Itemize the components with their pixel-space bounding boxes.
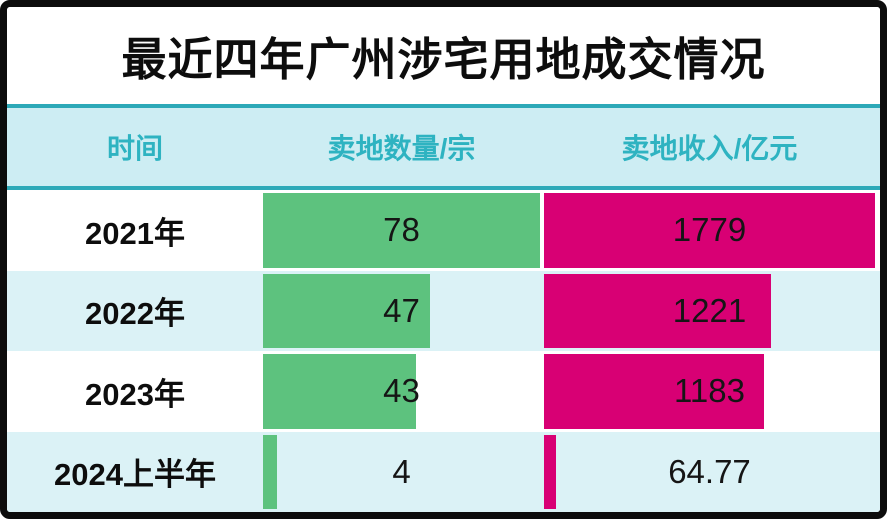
revenue-cell: 64.77 xyxy=(544,432,880,513)
count-bar xyxy=(263,354,416,429)
header-label-count: 卖地数量/宗 xyxy=(327,133,476,164)
revenue-bar-track: 64.77 xyxy=(544,432,875,513)
count-value: 47 xyxy=(383,291,420,329)
page-title: 最近四年广州涉宅用地成交情况 xyxy=(121,34,766,85)
table-body: 2021年 78 1779 2022年 47 1221 2023年 43 1183 2024上半年… xyxy=(7,190,880,512)
revenue-value: 1779 xyxy=(672,211,747,249)
row-time-label: 2021年 xyxy=(85,215,185,251)
table-row: 2022年 47 1221 xyxy=(7,270,880,352)
count-cell: 43 xyxy=(263,351,544,432)
count-value: 78 xyxy=(383,211,420,249)
count-bar xyxy=(263,434,278,509)
row-time-label: 2022年 xyxy=(85,296,185,332)
header-cell-revenue: 卖地收入/亿元 xyxy=(544,108,880,186)
revenue-bar-track: 1779 xyxy=(544,190,875,271)
header-cell-count: 卖地数量/宗 xyxy=(263,108,544,186)
time-cell: 2023年 xyxy=(7,351,263,432)
revenue-bar xyxy=(544,354,765,429)
time-cell: 2022年 xyxy=(7,271,263,352)
count-bar-track: 47 xyxy=(263,271,540,352)
header-cell-time: 时间 xyxy=(7,108,263,186)
revenue-value: 1183 xyxy=(674,372,745,410)
revenue-bar-track: 1183 xyxy=(544,351,875,432)
revenue-cell: 1779 xyxy=(544,190,880,271)
row-time-label: 2023年 xyxy=(85,376,185,412)
count-bar xyxy=(263,193,540,268)
revenue-cell: 1221 xyxy=(544,271,880,352)
count-value: 43 xyxy=(383,372,420,410)
count-cell: 78 xyxy=(263,190,544,271)
revenue-bar xyxy=(544,273,772,348)
count-bar-track: 4 xyxy=(263,432,540,513)
count-bar-track: 43 xyxy=(263,351,540,432)
count-bar-track: 78 xyxy=(263,190,540,271)
revenue-value: 64.77 xyxy=(668,452,751,490)
row-time-label: 2024上半年 xyxy=(54,457,216,493)
table-row: 2024上半年 4 64.77 xyxy=(7,431,880,513)
header-label-revenue: 卖地收入/亿元 xyxy=(621,133,798,164)
divider-header-bottom xyxy=(7,186,880,190)
count-cell: 4 xyxy=(263,432,544,513)
count-value: 4 xyxy=(392,452,411,490)
revenue-bar xyxy=(544,434,557,509)
header-revenue-track: 卖地收入/亿元 xyxy=(544,127,875,167)
time-cell: 2021年 xyxy=(7,190,263,271)
revenue-bar xyxy=(544,193,875,268)
table-header-row: 时间 卖地数量/宗 卖地收入/亿元 xyxy=(7,108,880,186)
table-row: 2023年 43 1183 xyxy=(7,351,880,432)
header-count-track: 卖地数量/宗 xyxy=(263,127,540,167)
revenue-cell: 1183 xyxy=(544,351,880,432)
count-cell: 47 xyxy=(263,271,544,352)
count-bar xyxy=(263,273,430,348)
revenue-value: 1221 xyxy=(672,291,747,329)
revenue-bar-track: 1221 xyxy=(544,271,875,352)
divider-top xyxy=(7,104,880,108)
title-bar: 最近四年广州涉宅用地成交情况 xyxy=(7,7,880,104)
table-row: 2021年 78 1779 xyxy=(7,190,880,271)
time-cell: 2024上半年 xyxy=(7,432,263,513)
header-label-time: 时间 xyxy=(106,133,163,164)
